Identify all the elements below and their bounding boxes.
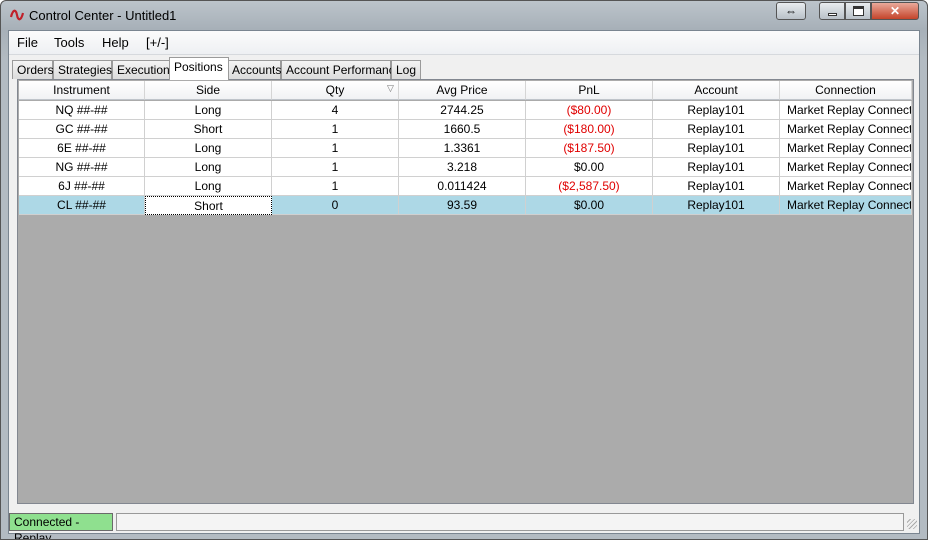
tab[interactable]: Log: [391, 60, 421, 79]
cell[interactable]: ($80.00): [526, 101, 653, 120]
cell[interactable]: Replay101: [653, 196, 780, 215]
row[interactable]: NG ##-## Long 1 3.218 $0.00 Replay101 Market R…: [18, 158, 913, 177]
tab[interactable]: Executions: [112, 60, 176, 79]
tab[interactable]: Accounts: [227, 60, 281, 79]
cell[interactable]: $0.00: [526, 196, 653, 215]
cell[interactable]: Short: [145, 196, 272, 215]
cell[interactable]: Long: [145, 177, 272, 196]
menu-item[interactable]: Help: [102, 35, 129, 50]
cell[interactable]: Market Replay Connecti: [780, 120, 912, 139]
resize-button[interactable]: ⇔: [776, 2, 806, 20]
cell[interactable]: Market Replay Connecti: [780, 158, 912, 177]
cell[interactable]: ($2,587.50): [526, 177, 653, 196]
connection-status: Connected - Replay: [9, 513, 113, 539]
column-header[interactable]: Qty: [272, 81, 399, 100]
cell[interactable]: 1660.5: [399, 120, 526, 139]
row[interactable]: CL ##-## Short 0 93.59 $0.00 Replay101 Market …: [18, 196, 913, 215]
row[interactable]: NQ ##-## Long 4 2744.25 ($80.00) Replay101 Mar…: [18, 101, 913, 120]
cell[interactable]: Replay101: [653, 120, 780, 139]
sort-indicator: ▽: [387, 83, 394, 93]
client-area: File Tools Help [+/-] Instrument Side Qty Avg …: [8, 30, 920, 539]
cell[interactable]: Replay101: [653, 177, 780, 196]
column-header[interactable]: Connection: [780, 81, 912, 100]
cell[interactable]: NQ ##-##: [19, 101, 145, 120]
menu-item[interactable]: Tools: [54, 35, 85, 50]
cell[interactable]: Replay101: [653, 101, 780, 120]
tab[interactable]: Positions: [169, 57, 229, 80]
cell[interactable]: CL ##-##: [19, 196, 145, 215]
column-header[interactable]: Avg Price: [399, 81, 526, 100]
maximize-button[interactable]: [845, 2, 871, 20]
tab[interactable]: Strategies: [53, 60, 112, 79]
cell[interactable]: 0.011424: [399, 177, 526, 196]
cell[interactable]: Market Replay Connecti: [780, 139, 912, 158]
cell[interactable]: Market Replay Connecti: [780, 101, 912, 120]
column-header[interactable]: Instrument: [19, 81, 145, 100]
positions-grid: Instrument Side Qty Avg Price PnL Account Conn…: [17, 79, 914, 504]
cell[interactable]: ($180.00): [526, 120, 653, 139]
cell[interactable]: NG ##-##: [19, 158, 145, 177]
tab[interactable]: Account Performance: [281, 60, 401, 79]
cell[interactable]: 93.59: [399, 196, 526, 215]
cell[interactable]: 1: [272, 158, 399, 177]
cell[interactable]: GC ##-##: [19, 120, 145, 139]
cell[interactable]: Long: [145, 101, 272, 120]
cell[interactable]: Market Replay Connecti: [780, 177, 912, 196]
cell[interactable]: Long: [145, 158, 272, 177]
status-progress: [116, 513, 904, 531]
status-bar: Connected - Replay: [9, 513, 919, 539]
cell[interactable]: 4: [272, 101, 399, 120]
column-header[interactable]: Account: [653, 81, 780, 100]
cell[interactable]: ($187.50): [526, 139, 653, 158]
row[interactable]: GC ##-## Short 1 1660.5 ($180.00) Replay101 Ma…: [18, 120, 913, 139]
menu-item[interactable]: [+/-]: [146, 35, 169, 50]
cell[interactable]: 0: [272, 196, 399, 215]
cell[interactable]: Long: [145, 139, 272, 158]
close-button[interactable]: ✕: [871, 2, 919, 20]
menu-bar: File Tools Help [+/-]: [9, 31, 919, 55]
row[interactable]: 6E ##-## Long 1 1.3361 ($187.50) Replay101 Mar…: [18, 139, 913, 158]
size-grip: [907, 519, 917, 529]
cell[interactable]: 2744.25: [399, 101, 526, 120]
cell[interactable]: 6J ##-##: [19, 177, 145, 196]
cell[interactable]: 1: [272, 177, 399, 196]
cell[interactable]: Market Replay Connecti: [780, 196, 912, 215]
cell[interactable]: 1.3361: [399, 139, 526, 158]
cell[interactable]: Replay101: [653, 139, 780, 158]
tab[interactable]: Orders: [12, 60, 54, 79]
minimize-button[interactable]: [819, 2, 845, 20]
cell[interactable]: 1: [272, 120, 399, 139]
cell[interactable]: Short: [145, 120, 272, 139]
cell[interactable]: 6E ##-##: [19, 139, 145, 158]
column-header[interactable]: Side: [145, 81, 272, 100]
menu-item[interactable]: File: [17, 35, 38, 50]
window-title: Control Center - Untitled1: [29, 8, 177, 23]
column-header[interactable]: PnL: [526, 81, 653, 100]
app-icon: [9, 9, 25, 21]
row[interactable]: 6J ##-## Long 1 0.011424 ($2,587.50) Replay10…: [18, 177, 913, 196]
cell[interactable]: $0.00: [526, 158, 653, 177]
cell[interactable]: 1: [272, 139, 399, 158]
cell[interactable]: 3.218: [399, 158, 526, 177]
cell[interactable]: Replay101: [653, 158, 780, 177]
